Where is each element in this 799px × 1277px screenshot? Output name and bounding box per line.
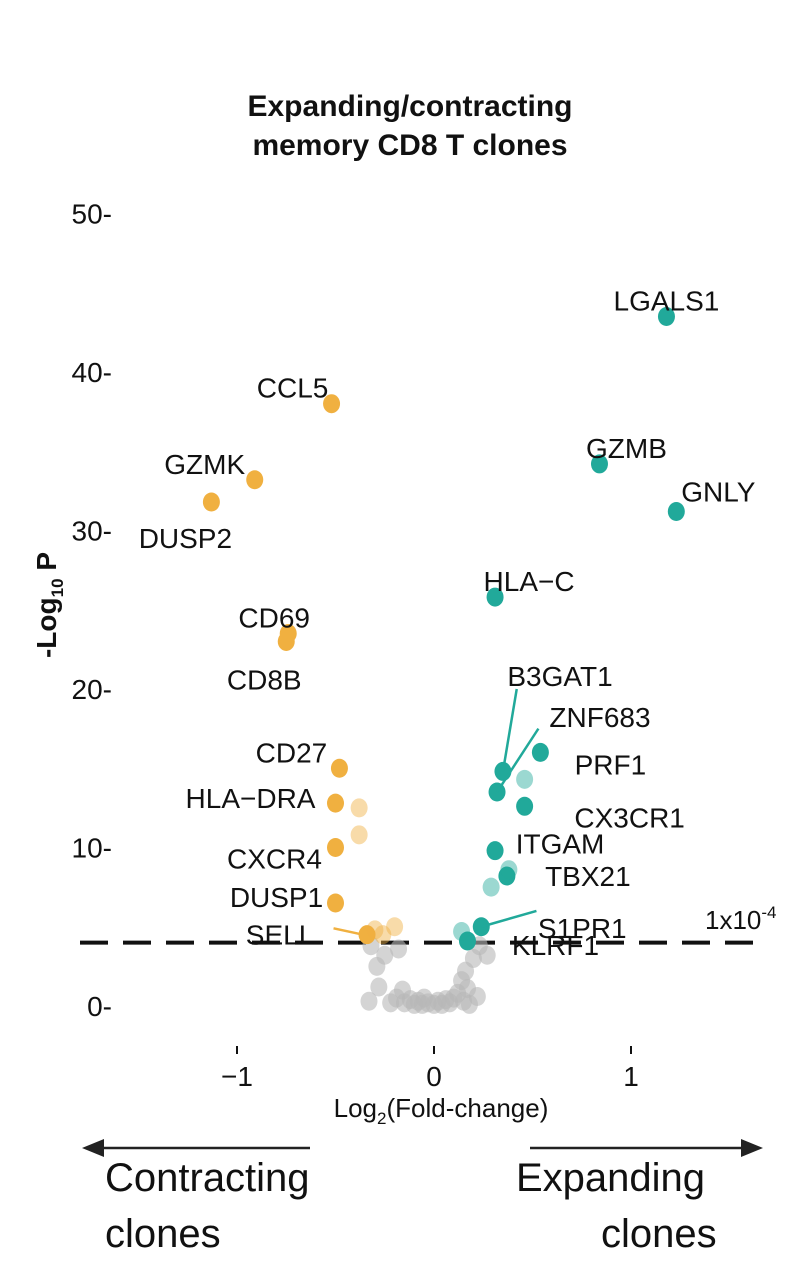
point-cx3cr1 — [516, 796, 534, 816]
data-point — [366, 920, 384, 940]
data-point — [386, 917, 404, 937]
y-axis-ticks: 0- 10- 20- 30- 40- 50- — [72, 199, 112, 1023]
gene-label: HLA−C — [484, 566, 575, 597]
point-dusp2 — [202, 492, 220, 512]
chart-title-line1: Expanding/contracting — [247, 90, 573, 123]
gene-label: CXCR4 — [227, 844, 322, 875]
gene-label: SELL — [246, 920, 315, 951]
y-tick-label: 20- — [72, 674, 112, 705]
point-klrf1 — [458, 931, 476, 951]
gene-label: CD69 — [238, 603, 310, 634]
data-point — [374, 925, 392, 945]
gene-label: CD27 — [256, 737, 328, 768]
left-arrowhead — [82, 1139, 104, 1157]
data-point — [382, 993, 400, 1013]
data-point — [468, 986, 486, 1006]
y-tick-label: 40- — [72, 357, 112, 388]
point-gnly — [667, 501, 685, 521]
data-point — [478, 945, 496, 965]
y-tick-label: 10- — [72, 833, 112, 864]
point-dusp1 — [327, 893, 344, 913]
expanding-label-line2: clones — [601, 1212, 717, 1256]
data-point — [453, 922, 471, 942]
data-point — [376, 945, 394, 965]
x-axis-label-suffix: (Fold-change) — [387, 1093, 549, 1123]
gene-label: DUSP1 — [230, 882, 323, 913]
x-axis-label: Log2(Fold-change) — [334, 1093, 549, 1128]
point-gzmb — [590, 454, 608, 474]
gene-label: CD8B — [227, 664, 302, 695]
gene-label: GNLY — [681, 476, 755, 507]
point-gzmk — [246, 470, 264, 490]
gene-label: GZMB — [586, 433, 667, 464]
point-cd8b — [277, 631, 295, 651]
x-axis-label-subscript: 2 — [377, 1109, 386, 1128]
callout-line — [333, 927, 364, 936]
gene-label: CCL5 — [257, 373, 329, 404]
gene-label: ZNF683 — [549, 702, 650, 733]
data-point — [482, 877, 500, 897]
gene-label: KLRF1 — [512, 930, 599, 961]
data-points — [202, 307, 685, 1014]
callout-lines — [333, 688, 540, 936]
callout-line — [495, 727, 540, 793]
gene-label: ITGAM — [516, 829, 605, 860]
gene-label: CX3CR1 — [574, 802, 684, 833]
point-labels: CCL5 GZMK DUSP2 CD69 CD8B CD27 HLA−DRA CXCR4 DUS… — [139, 286, 756, 961]
point-prf1 — [531, 742, 549, 762]
expanding-label-line1: Expanding — [516, 1156, 706, 1200]
contracting-label-line2: clones — [105, 1212, 221, 1256]
callout-line — [480, 909, 537, 928]
data-point — [390, 939, 408, 959]
gene-label: HLA−DRA — [186, 783, 316, 814]
point-cxcr4 — [327, 838, 344, 857]
x-tick-label: −1 — [221, 1061, 253, 1092]
chart-title-line2: memory CD8 T clones — [252, 129, 568, 162]
y-axis-label: -Log10 P — [31, 552, 67, 658]
point-hlac — [486, 587, 504, 607]
gene-label: B3GAT1 — [507, 661, 612, 692]
point-itgam — [486, 841, 504, 861]
point-lgals1 — [657, 307, 675, 327]
direction-arrows — [82, 1139, 763, 1157]
point-sell — [358, 925, 376, 945]
x-tick-label: 0 — [426, 1061, 442, 1092]
data-point — [350, 798, 368, 818]
threshold-label-base: 1x10 — [705, 905, 761, 935]
x-axis-label-prefix: Log — [334, 1093, 377, 1123]
contracting-label-line1: Contracting — [105, 1156, 310, 1200]
data-point — [350, 825, 368, 845]
data-point — [360, 991, 378, 1011]
gene-label: PRF1 — [575, 749, 647, 780]
point-tbx21 — [498, 866, 516, 886]
data-point — [370, 977, 388, 997]
x-tick-label: 1 — [623, 1061, 639, 1092]
point-cd27 — [330, 758, 348, 778]
gene-label: S1PR1 — [538, 913, 627, 944]
callout-line — [501, 688, 518, 772]
gene-label: DUSP2 — [139, 523, 232, 554]
gene-label: LGALS1 — [614, 286, 720, 317]
point-ccl5 — [323, 394, 341, 414]
threshold-label-exponent: -4 — [761, 903, 776, 922]
gene-label: GZMK — [164, 449, 245, 480]
x-axis-ticks: −1 0 1 — [221, 1046, 639, 1092]
y-tick-label: 30- — [72, 516, 112, 547]
threshold: 1x10-4 — [80, 903, 777, 945]
y-tick-label: 50- — [72, 199, 112, 230]
data-point — [500, 860, 518, 880]
point-hladra — [327, 793, 344, 813]
y-axis-label-prefix: -Log — [31, 597, 62, 658]
data-point — [516, 769, 534, 789]
threshold-label: 1x10-4 — [705, 903, 777, 935]
y-tick-label: 0- — [87, 991, 112, 1022]
right-arrowhead — [741, 1139, 763, 1157]
y-axis-label-subscript: 10 — [48, 578, 67, 597]
gene-label: TBX21 — [545, 861, 631, 892]
y-axis-label-suffix: P — [31, 552, 62, 578]
